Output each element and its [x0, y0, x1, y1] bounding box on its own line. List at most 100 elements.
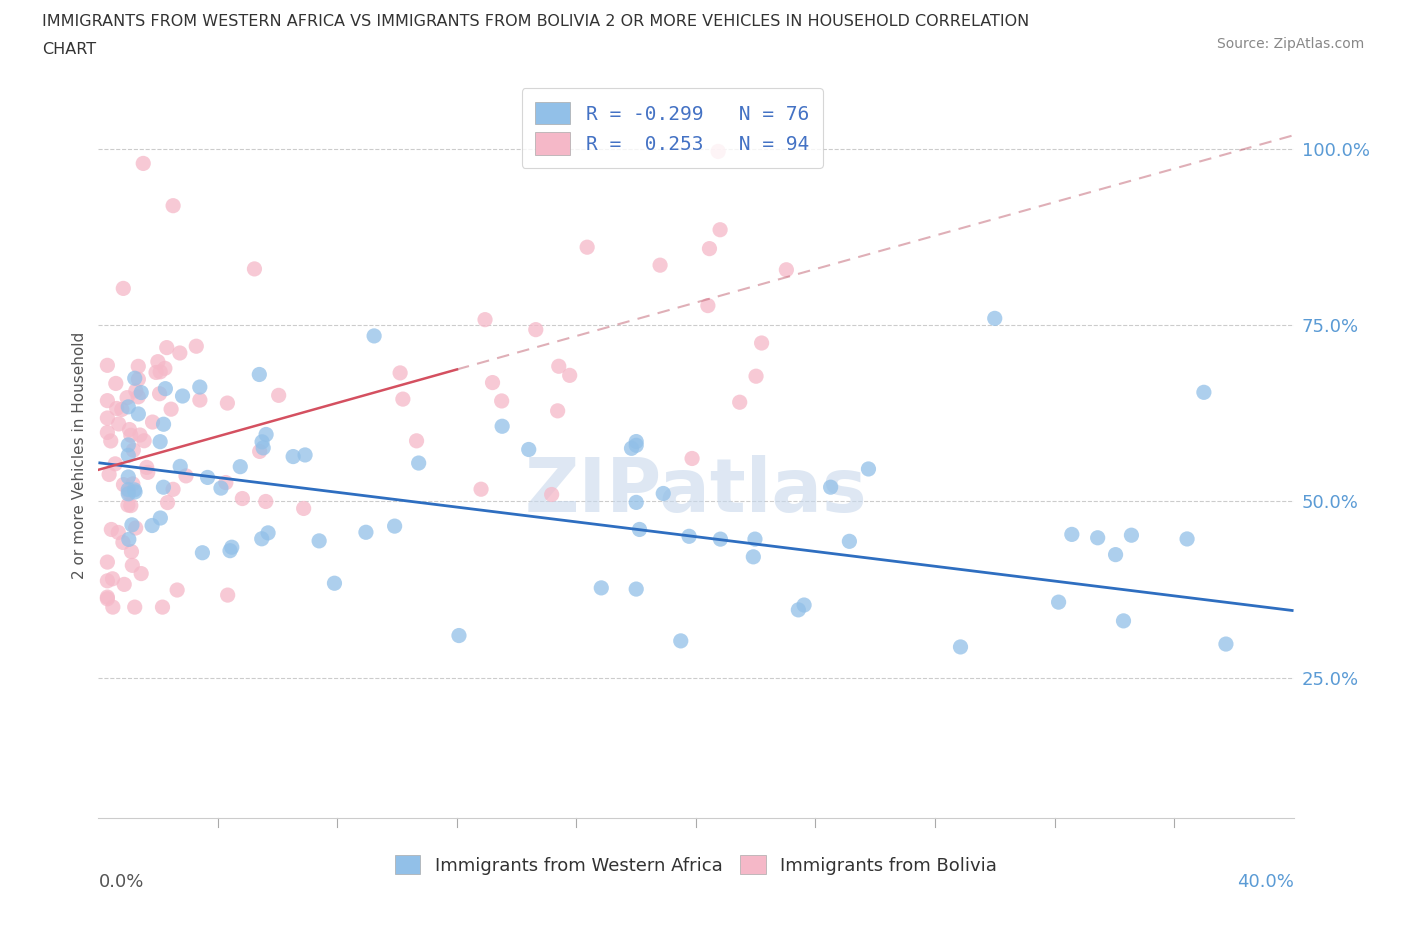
Point	[474, 312, 496, 327]
Point	[1215, 637, 1237, 652]
Point	[186, 339, 208, 353]
Point	[174, 469, 197, 484]
Point	[96, 358, 118, 373]
Point	[648, 258, 671, 272]
Point	[127, 372, 149, 387]
Point	[247, 367, 270, 382]
Point	[267, 388, 290, 403]
Point	[169, 346, 191, 361]
Point	[547, 404, 569, 418]
Point	[197, 470, 219, 485]
Point	[1175, 532, 1198, 547]
Point	[96, 574, 118, 589]
Point	[100, 433, 122, 448]
Point	[129, 566, 152, 581]
Point	[104, 457, 127, 472]
Point	[354, 525, 377, 539]
Point	[149, 434, 172, 449]
Point	[447, 628, 470, 643]
Point	[728, 395, 751, 410]
Point	[481, 375, 503, 390]
Point	[172, 389, 194, 404]
Text: 40.0%: 40.0%	[1237, 872, 1294, 891]
Text: ZIPatlas: ZIPatlas	[524, 456, 868, 528]
Point	[217, 395, 239, 410]
Point	[408, 456, 430, 471]
Point	[104, 376, 127, 391]
Point	[162, 482, 184, 497]
Point	[405, 433, 427, 448]
Point	[96, 554, 118, 569]
Point	[166, 582, 188, 597]
Point	[117, 448, 139, 463]
Point	[98, 467, 121, 482]
Point	[491, 418, 513, 433]
Point	[117, 399, 139, 414]
Point	[117, 437, 139, 452]
Point	[120, 498, 142, 513]
Point	[141, 518, 163, 533]
Point	[107, 525, 129, 540]
Point	[132, 156, 155, 171]
Point	[392, 392, 415, 406]
Point	[217, 588, 239, 603]
Point	[127, 406, 149, 421]
Point	[858, 461, 880, 476]
Point	[129, 428, 152, 443]
Point	[221, 539, 243, 554]
Point	[257, 525, 280, 540]
Point	[136, 465, 159, 480]
Point	[121, 544, 143, 559]
Point	[1047, 594, 1070, 609]
Y-axis label: 2 or more Vehicles in Household: 2 or more Vehicles in Household	[72, 332, 87, 579]
Point	[96, 410, 118, 425]
Point	[117, 498, 139, 512]
Point	[191, 545, 214, 560]
Point	[231, 491, 253, 506]
Point	[117, 470, 139, 485]
Point	[146, 354, 169, 369]
Point	[254, 427, 277, 442]
Point	[742, 550, 765, 565]
Point	[188, 392, 211, 407]
Point	[115, 391, 138, 405]
Point	[558, 368, 581, 383]
Point	[127, 390, 149, 405]
Point	[209, 481, 232, 496]
Point	[188, 379, 211, 394]
Point	[1060, 527, 1083, 542]
Point	[148, 386, 170, 401]
Point	[707, 144, 730, 159]
Legend: Immigrants from Western Africa, Immigrants from Bolivia: Immigrants from Western Africa, Immigran…	[388, 848, 1004, 882]
Point	[308, 534, 330, 549]
Point	[591, 580, 613, 595]
Point	[118, 532, 141, 547]
Point	[152, 480, 174, 495]
Point	[124, 371, 146, 386]
Point	[121, 558, 143, 573]
Point	[229, 459, 252, 474]
Point	[219, 543, 242, 558]
Text: 0.0%: 0.0%	[98, 872, 143, 891]
Point	[162, 198, 184, 213]
Point	[744, 532, 766, 547]
Point	[117, 482, 139, 497]
Point	[145, 365, 167, 379]
Point	[681, 451, 703, 466]
Point	[751, 336, 773, 351]
Point	[949, 640, 972, 655]
Point	[152, 600, 174, 615]
Point	[96, 590, 118, 604]
Point	[389, 365, 412, 380]
Point	[149, 511, 172, 525]
Point	[1112, 614, 1135, 629]
Point	[1104, 547, 1126, 562]
Point	[669, 633, 692, 648]
Point	[628, 522, 651, 537]
Point	[1087, 530, 1109, 545]
Point	[709, 222, 731, 237]
Point	[626, 434, 648, 449]
Point	[1121, 527, 1143, 542]
Point	[745, 369, 768, 384]
Point	[775, 262, 797, 277]
